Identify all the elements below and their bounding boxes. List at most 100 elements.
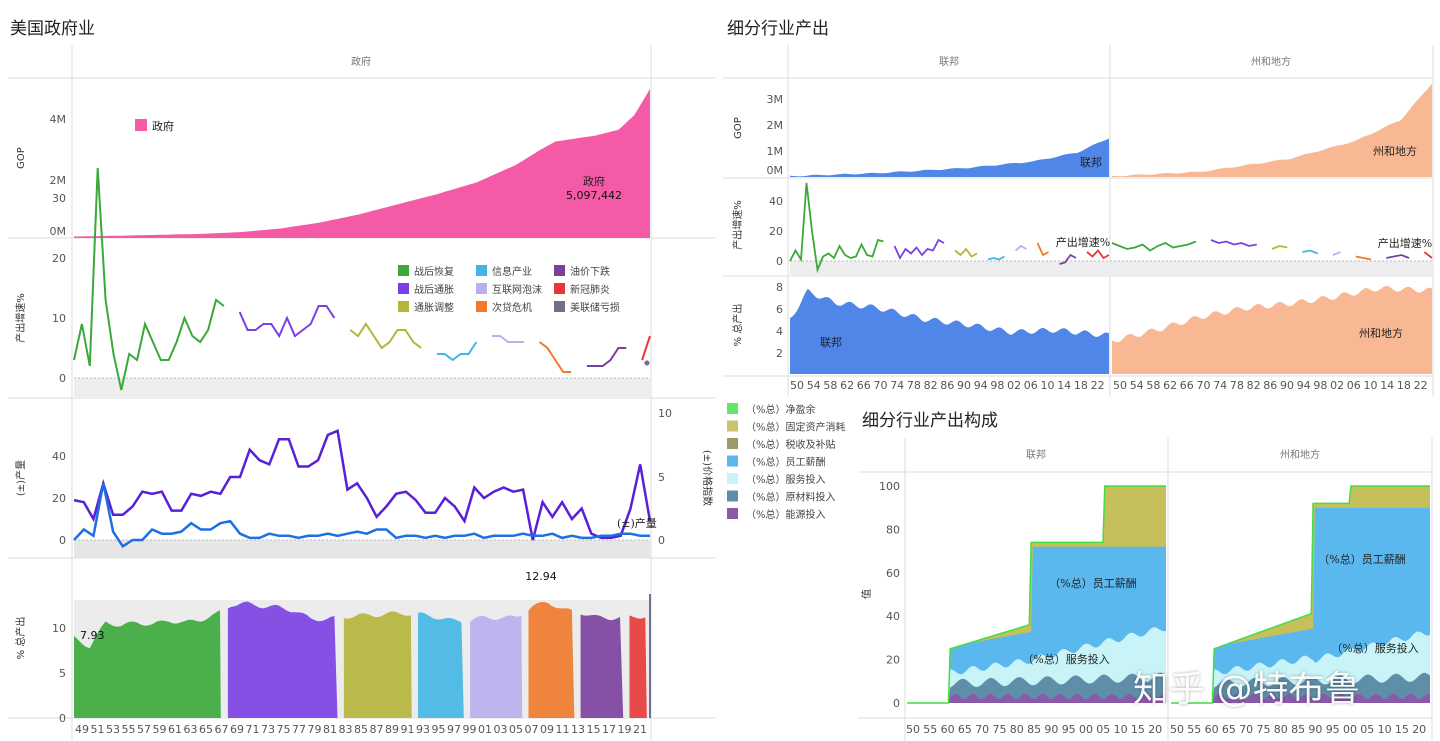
- growth-negative-band: [74, 378, 650, 398]
- left-xtick: 91: [401, 723, 415, 736]
- right-xtick-state: 06: [1347, 379, 1361, 392]
- right-growth-band: [790, 261, 1432, 276]
- right-share-ytick: 8: [776, 281, 783, 294]
- left-xtick: 71: [246, 723, 260, 736]
- gop-ytick: 4M: [50, 113, 67, 126]
- era-legend-swatch: [554, 283, 565, 294]
- left-xtick: 75: [277, 723, 291, 736]
- left-xtick: 51: [91, 723, 105, 736]
- right-xtick-federal: 50: [790, 379, 804, 392]
- left-xtick: 13: [571, 723, 585, 736]
- growth-end-dot: [644, 360, 650, 366]
- watermark: 知乎 @特布鲁: [1133, 669, 1361, 710]
- right-xtick-federal: 54: [807, 379, 821, 392]
- growth-series-segment: [641, 335, 651, 361]
- right-xtick-state: 82: [1247, 379, 1261, 392]
- comp-label-services-federal: （%总）服务投入: [1022, 652, 1109, 666]
- comp-energy-layer: [1171, 693, 1430, 703]
- share-min-label: 7.93: [80, 629, 105, 642]
- comp-xtick-federal: 70: [975, 723, 989, 736]
- left-xtick: 73: [261, 723, 275, 736]
- era-legend-label: 新冠肺炎: [570, 283, 610, 296]
- era-legend-label: 美联储亏损: [570, 301, 620, 314]
- left-xtick: 95: [432, 723, 446, 736]
- right-growth-segment: [1111, 240, 1197, 252]
- right-growth-segment: [893, 238, 945, 260]
- era-legend-label: 战后恢复: [414, 265, 454, 278]
- right-gop-label-federal: 联邦: [1080, 156, 1102, 169]
- growth-ytick: 30: [52, 192, 66, 205]
- share-axis-title: % 总产出: [14, 617, 27, 660]
- right-gop-ytick: 3M: [767, 93, 784, 106]
- right-xtick-federal: 94: [974, 379, 988, 392]
- comp-legend-swatch: [727, 490, 738, 502]
- right-growth-segment: [954, 247, 978, 258]
- left-xtick: 97: [447, 723, 461, 736]
- right-xtick-federal: 90: [957, 379, 971, 392]
- comp-y-axis-title: 值: [860, 589, 873, 599]
- right-xtick-federal: 22: [1091, 379, 1105, 392]
- share-ytick: 5: [59, 667, 66, 680]
- right-xtick-state: 10: [1364, 379, 1378, 392]
- right-top-title: 细分行业产出: [727, 19, 829, 39]
- comp-label-wages-federal: （%总）员工薪酬: [1049, 576, 1136, 590]
- comp-xtick-state: 95: [1326, 723, 1340, 736]
- era-legend-label: 次贷危机: [492, 301, 532, 314]
- right-xtick-federal: 66: [857, 379, 871, 392]
- share-era-area: [470, 615, 523, 718]
- comp-xtick-federal: 75: [993, 723, 1007, 736]
- era-legend-swatch: [476, 265, 487, 276]
- comp-xtick-state: 05: [1360, 723, 1374, 736]
- comp-xtick-state: 50: [1170, 723, 1184, 736]
- left-xtick: 55: [122, 723, 136, 736]
- delta-axis-title: (±)产量: [14, 460, 27, 496]
- era-legend-label: 油价下跌: [570, 265, 610, 278]
- share-ytick: 10: [52, 622, 66, 635]
- right-share-ytick: 2: [776, 347, 783, 360]
- right-gop-ytick: 1M: [767, 145, 784, 158]
- right-growth-segment: [1355, 255, 1372, 261]
- delta-ytick: 20: [52, 492, 66, 505]
- comp-label-services-state: （%总）服务投入: [1331, 641, 1418, 655]
- right-xtick-federal: 86: [940, 379, 954, 392]
- right-xtick-state: 50: [1113, 379, 1127, 392]
- comp-xtick-state: 65: [1222, 723, 1236, 736]
- right-xtick-federal: 10: [1041, 379, 1055, 392]
- comp-xtick-federal: 50: [906, 723, 920, 736]
- right-xtick-state: 78: [1230, 379, 1244, 392]
- left-xtick: 99: [463, 723, 477, 736]
- share-era-area: [528, 602, 575, 718]
- comp-xtick-federal: 55: [923, 723, 937, 736]
- era-legend-swatch: [476, 301, 487, 312]
- gop-legend-swatch: [135, 119, 147, 131]
- left-xtick: 03: [494, 723, 508, 736]
- left-xtick: 53: [106, 723, 120, 736]
- comp-ytick: 60: [886, 567, 900, 580]
- right-growth-ytick: 20: [769, 225, 783, 238]
- comp-xtick-federal: 95: [1062, 723, 1076, 736]
- comp-xtick-federal: 00: [1079, 723, 1093, 736]
- growth-series-segment: [538, 341, 572, 373]
- comp-ytick: 80: [886, 523, 900, 536]
- comp-surplus-line: [1171, 485, 1430, 704]
- left-xtick: 19: [618, 723, 632, 736]
- right-xtick-federal: 02: [1007, 379, 1021, 392]
- comp-xtick-federal: 80: [1010, 723, 1024, 736]
- comp-xtick-state: 15: [1395, 723, 1409, 736]
- era-legend-swatch: [476, 283, 487, 294]
- left-xtick: 49: [75, 723, 89, 736]
- growth-ytick: 20: [52, 252, 66, 265]
- right-growth-axis-title: 产出增速%: [731, 200, 744, 250]
- left-xtick: 87: [370, 723, 384, 736]
- left-xtick: 05: [509, 723, 523, 736]
- comp-energy-layer: [907, 693, 1166, 703]
- comp-ytick: 40: [886, 610, 900, 623]
- growth-series-segment: [586, 347, 627, 367]
- col-header-federal: 联邦: [939, 55, 959, 68]
- comp-xtick-state: 85: [1291, 723, 1305, 736]
- right-xtick-state: 18: [1397, 379, 1411, 392]
- right-growth-segment: [1210, 239, 1257, 247]
- era-legend-label: 通胀调整: [414, 301, 454, 314]
- gop-end-label-name: 政府: [583, 174, 605, 188]
- right-growth-segment: [1386, 254, 1410, 259]
